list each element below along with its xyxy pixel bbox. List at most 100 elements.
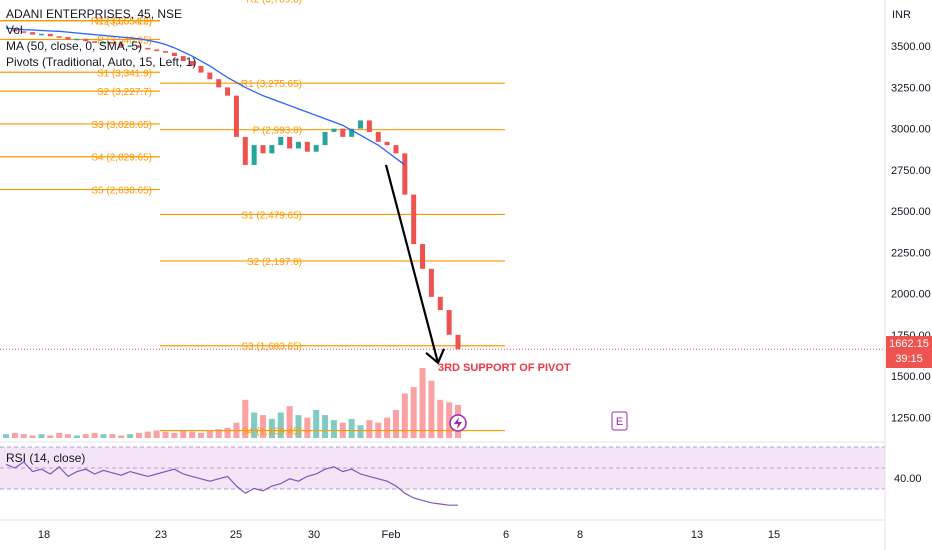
x-tick-label: Feb bbox=[382, 529, 401, 541]
candle bbox=[358, 120, 364, 129]
volume-bar bbox=[20, 434, 27, 438]
volume-bar bbox=[91, 432, 98, 438]
arrow-shaft bbox=[384, 164, 440, 364]
candle bbox=[65, 37, 71, 40]
candle bbox=[56, 36, 62, 38]
y-tick-label: 2000.00 bbox=[891, 289, 931, 301]
bar-countdown: 39:15 bbox=[895, 353, 923, 365]
volume-bar bbox=[38, 434, 45, 438]
volume-bar bbox=[135, 432, 142, 438]
volume-bar bbox=[153, 430, 160, 438]
volume-bar bbox=[47, 435, 54, 438]
event-marker-box bbox=[611, 411, 628, 431]
candle bbox=[145, 47, 151, 50]
pivot-label-left: R1 (3,655.15) bbox=[91, 17, 152, 28]
indicator-vol[interactable]: Vol bbox=[6, 23, 23, 37]
volume-bar bbox=[100, 434, 107, 438]
chart-legend: ADANI ENTERPRISES, 45, NSE Vol MA (50, c… bbox=[6, 6, 196, 70]
rsi-legend[interactable]: RSI (14, close) bbox=[6, 451, 86, 465]
volume-bar bbox=[73, 435, 80, 438]
candle bbox=[189, 61, 195, 66]
pivot-label-right: R2 (3,789.8) bbox=[246, 0, 302, 5]
candle bbox=[180, 56, 186, 62]
x-tick-label: 25 bbox=[230, 529, 242, 541]
volume-bar bbox=[189, 431, 196, 438]
candle bbox=[455, 334, 461, 350]
volume-bar bbox=[65, 434, 72, 438]
volume-bar bbox=[401, 393, 408, 438]
candle bbox=[216, 79, 222, 88]
candle bbox=[12, 29, 18, 32]
pivot-label-left: S2 (3,227.7) bbox=[97, 87, 152, 98]
volume-bar bbox=[304, 417, 311, 438]
candle bbox=[295, 141, 301, 149]
volume-bar bbox=[330, 420, 337, 438]
ma-line bbox=[5, 27, 406, 166]
volume-bar bbox=[118, 435, 125, 438]
candle bbox=[278, 136, 284, 146]
candle bbox=[260, 145, 266, 154]
last-price-badge: 1662.15 39:15 bbox=[886, 336, 932, 368]
candle bbox=[446, 310, 452, 335]
volume-bar bbox=[127, 434, 134, 438]
volume-bar bbox=[215, 429, 222, 438]
axis-layer: 1250.001500.001750.002000.002250.002500.… bbox=[38, 41, 931, 541]
candle bbox=[136, 45, 142, 48]
volume-bar bbox=[313, 410, 320, 438]
volume-bar bbox=[446, 402, 453, 438]
volume-bar bbox=[268, 418, 275, 438]
volume-bar bbox=[251, 412, 258, 438]
arrow-head bbox=[425, 348, 446, 365]
x-tick-label: 13 bbox=[691, 529, 703, 541]
candle bbox=[127, 45, 133, 47]
y-tick-label: 3500.00 bbox=[891, 41, 931, 53]
volume-bar bbox=[366, 420, 373, 438]
candle bbox=[251, 145, 257, 165]
pivot-label-right: P (2,993.8) bbox=[253, 126, 302, 137]
annotation-text[interactable]: 3RD SUPPORT OF PIVOT bbox=[438, 362, 571, 374]
candle bbox=[83, 38, 89, 42]
candle bbox=[366, 120, 372, 132]
indicator-pivots[interactable]: Pivots (Traditional, Auto, 15, Left, 1) bbox=[6, 55, 197, 69]
candle bbox=[109, 42, 115, 44]
volume-bar bbox=[56, 432, 63, 438]
volume-bar bbox=[162, 431, 169, 438]
candle bbox=[322, 131, 328, 146]
volume-bar bbox=[357, 425, 364, 438]
chart-title[interactable]: ADANI ENTERPRISES, 45, NSE bbox=[6, 7, 183, 21]
volume-bar bbox=[197, 432, 204, 438]
x-tick-label: 15 bbox=[768, 529, 780, 541]
volume-bar bbox=[322, 415, 329, 438]
candle bbox=[74, 38, 80, 41]
pivot-label-right: R1 (3,275.65) bbox=[241, 79, 302, 90]
rsi-level-label: 40.00 bbox=[894, 473, 922, 485]
volume-bar bbox=[348, 418, 355, 438]
pivot-label-left: R2 (3,654.2) bbox=[96, 17, 152, 28]
y-tick-label: 3250.00 bbox=[891, 82, 931, 94]
pivot-label-left: S5 (2,630.65) bbox=[91, 186, 152, 197]
pivot-label-right: S4 (1,169.45) bbox=[241, 427, 302, 438]
candle bbox=[21, 31, 27, 33]
pivot-label-right: S3 (1,683.65) bbox=[241, 342, 302, 353]
candle bbox=[331, 128, 337, 132]
pivot-label-right: S2 (2,197.8) bbox=[247, 257, 302, 268]
pivot-label-right: S1 (2,479.65) bbox=[241, 210, 302, 221]
pivot-label-left: S1 (3,341.9) bbox=[97, 68, 152, 79]
candle bbox=[92, 41, 98, 43]
event-marker[interactable]: E bbox=[611, 411, 628, 431]
indicator-ma[interactable]: MA (50, close, 0, SMA, 5) bbox=[6, 39, 143, 53]
volume-bar bbox=[277, 412, 284, 438]
currency-label: INR bbox=[892, 9, 911, 21]
candle bbox=[428, 268, 434, 297]
y-tick-label: 2750.00 bbox=[891, 165, 931, 177]
event-marker-label: E bbox=[616, 416, 623, 428]
flash-icon[interactable] bbox=[449, 414, 467, 432]
candle bbox=[225, 87, 231, 96]
volume-bar bbox=[437, 399, 444, 438]
x-tick-label: 23 bbox=[155, 529, 167, 541]
volume-bar bbox=[29, 435, 36, 438]
volume-bar bbox=[3, 434, 9, 438]
candle bbox=[154, 49, 160, 52]
y-tick-label: 3000.00 bbox=[891, 124, 931, 136]
